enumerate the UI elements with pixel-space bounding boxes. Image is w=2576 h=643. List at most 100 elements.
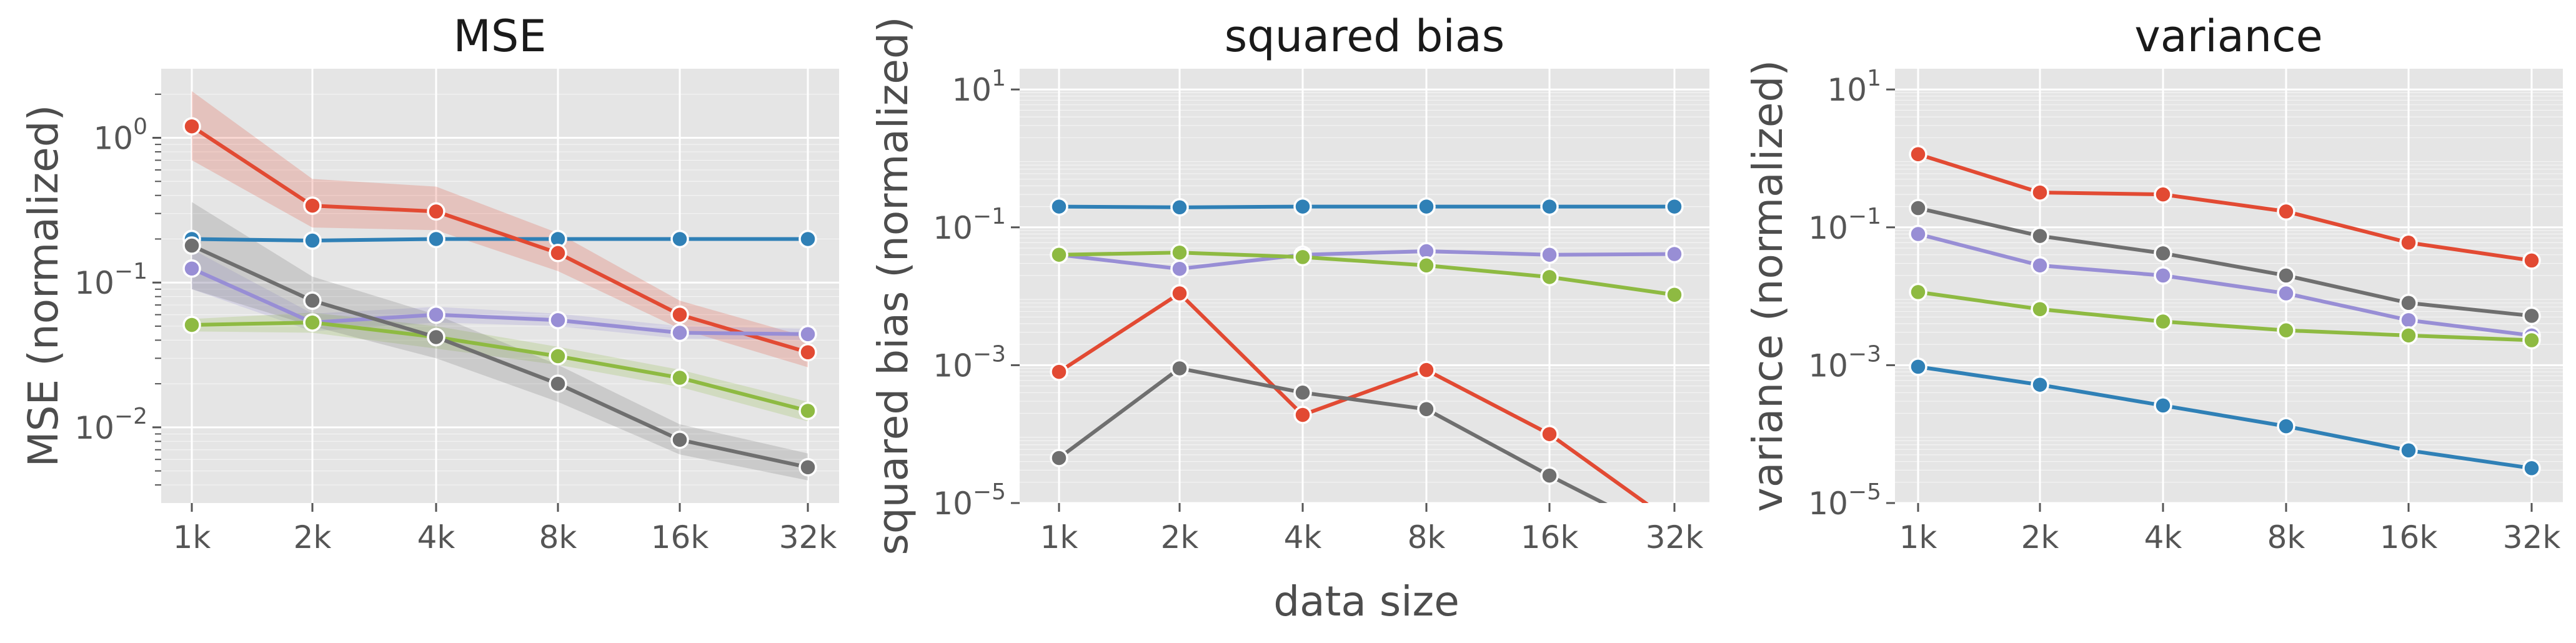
- x-tick-label: 1k: [1899, 519, 1937, 556]
- chart-title: variance: [2134, 11, 2322, 62]
- data-point: [1050, 362, 1068, 381]
- series-line: [1917, 206, 2532, 318]
- x-tick-label: 4k: [417, 519, 455, 556]
- y-tick-label: 10−3: [933, 341, 1006, 384]
- data-point: [1050, 449, 1068, 467]
- data-point: [670, 305, 689, 324]
- data-point: [1540, 267, 1559, 287]
- data-point: [1665, 197, 1684, 216]
- data-point: [182, 236, 201, 255]
- data-point: [2399, 441, 2418, 460]
- data-point: [2031, 226, 2049, 246]
- data-point: [303, 196, 322, 215]
- data-point: [549, 311, 567, 330]
- data-point: [2154, 244, 2172, 263]
- panel-mse: 10−2 10−1 100 1k 2k 4k 8k 16k 32k MSE MSE (normali…: [19, 11, 839, 556]
- data-point: [182, 316, 201, 334]
- plot-area: [1050, 197, 1684, 503]
- x-tick-label: 32k: [2503, 519, 2561, 556]
- x-tick-label: 1k: [173, 519, 211, 556]
- plot-area: [1909, 145, 2541, 478]
- series-line: [1058, 251, 1675, 297]
- data-point: [1417, 400, 1436, 419]
- x-tick-label: 2k: [2021, 519, 2059, 556]
- y-tick-label: 10−5: [1808, 479, 1881, 522]
- x-tick-label: 1k: [1040, 519, 1078, 556]
- series-line: [191, 237, 808, 243]
- data-point: [2522, 331, 2541, 350]
- data-point: [2154, 185, 2172, 204]
- x-axis: 1k 2k 4k 8k 16k 32k: [173, 69, 837, 556]
- y-axis: 10−2 10−1 100: [74, 114, 839, 446]
- data-point: [2031, 183, 2049, 202]
- y-tick-label: 10−1: [933, 204, 1006, 246]
- series-line: [1058, 366, 1608, 503]
- data-point: [1909, 199, 1927, 217]
- confidence-band: [192, 202, 808, 481]
- y-axis-label: MSE (normalized): [19, 105, 67, 467]
- data-point: [1293, 406, 1312, 424]
- data-point: [1170, 198, 1189, 217]
- data-point: [549, 244, 567, 262]
- series-line: [191, 244, 808, 469]
- y-axis-label: variance (normalized): [1744, 60, 1792, 512]
- data-point: [1050, 197, 1068, 216]
- data-point: [2031, 299, 2049, 319]
- data-point: [1909, 145, 1927, 164]
- chart-title: MSE: [453, 11, 546, 62]
- x-tick-label: 16k: [1521, 519, 1579, 556]
- data-point: [1050, 245, 1068, 264]
- series-line: [1917, 290, 2532, 342]
- y-axis: 10−5 10−3 10−1 101: [933, 66, 1709, 522]
- x-tick-label: 32k: [779, 519, 837, 556]
- data-point: [1665, 244, 1684, 264]
- data-point: [798, 229, 817, 249]
- data-point: [427, 327, 445, 347]
- y-tick-label: 10−3: [1808, 341, 1881, 384]
- data-point: [427, 229, 445, 249]
- data-point: [2277, 321, 2295, 340]
- data-point: [2031, 375, 2049, 394]
- data-point: [1665, 286, 1684, 304]
- x-tick-label: 32k: [1646, 519, 1704, 556]
- x-tick-label: 4k: [2144, 519, 2182, 556]
- data-point: [1170, 259, 1189, 278]
- data-point: [2522, 459, 2541, 478]
- series-line: [1917, 364, 2532, 471]
- panel-squared-bias: 10−5 10−3 10−1 101 1k 2k 4k 8k 16k 32k squared bia…: [869, 11, 1709, 556]
- data-point: [2154, 396, 2172, 415]
- y-tick-label: 10−1: [1808, 204, 1881, 246]
- data-point: [1170, 243, 1189, 262]
- minor-grid: [155, 93, 839, 486]
- y-tick-label: 10−1: [74, 259, 147, 301]
- y-tick-label: 10−5: [933, 479, 1006, 522]
- y-tick-label: 10−2: [74, 404, 147, 446]
- data-point: [1170, 359, 1189, 378]
- chart-title: squared bias: [1225, 11, 1504, 62]
- data-point: [2399, 294, 2418, 312]
- plot-background: [161, 69, 839, 503]
- data-point: [1417, 256, 1436, 275]
- data-point: [1540, 197, 1559, 216]
- series-line: [1058, 291, 1649, 503]
- data-point: [2399, 326, 2418, 345]
- data-point: [549, 347, 567, 366]
- data-point: [670, 229, 689, 249]
- x-tick-label: 8k: [539, 519, 577, 556]
- series-line: [1917, 232, 2532, 337]
- x-tick-label: 8k: [1408, 519, 1446, 556]
- panel-variance: 10−5 10−3 10−1 101 1k 2k 4k 8k 16k 32k variance var…: [1744, 11, 2563, 556]
- data-point: [427, 202, 445, 221]
- data-point: [670, 431, 689, 449]
- plot-area: [182, 91, 817, 481]
- minor-grid: [1895, 92, 2563, 483]
- series-line: [1917, 152, 2532, 262]
- data-point: [1909, 357, 1927, 376]
- data-point: [670, 368, 689, 387]
- series-line: [191, 267, 808, 336]
- data-point: [798, 457, 817, 477]
- y-axis: 10−5 10−3 10−1 101: [1808, 66, 2563, 522]
- data-point: [1417, 197, 1436, 216]
- data-point: [303, 291, 322, 310]
